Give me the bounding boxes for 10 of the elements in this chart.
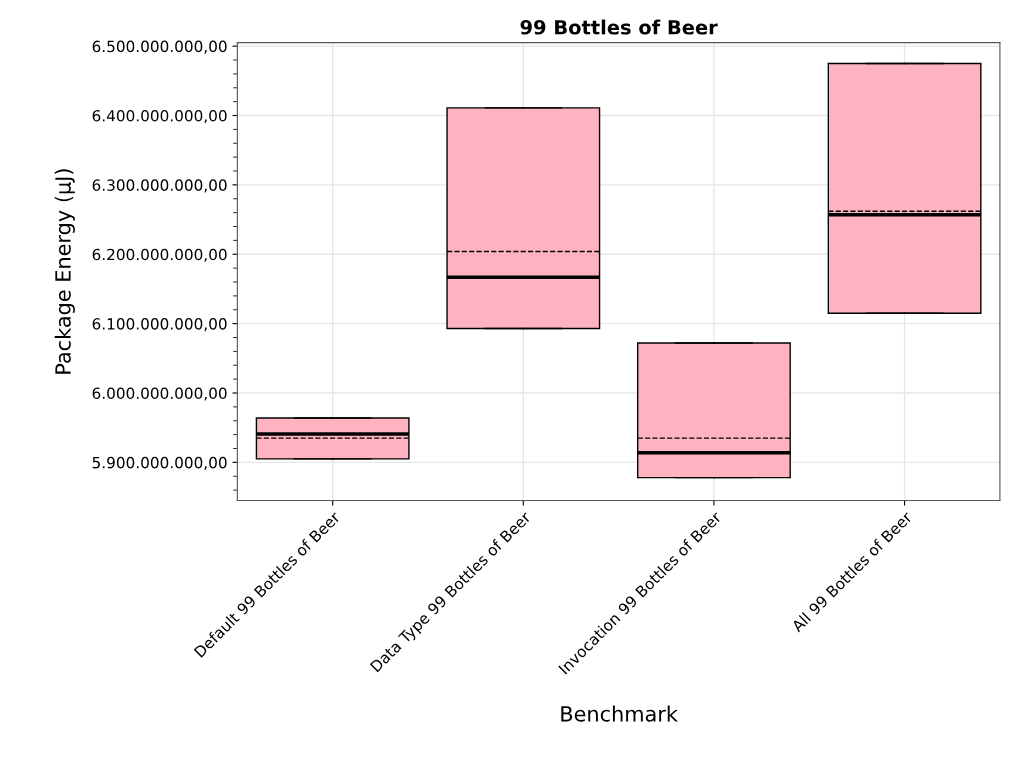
chart-title: 99 Bottles of Beer [520,19,718,35]
y-tick-label: 6.300.000.000,00 [92,179,227,193]
y-tick-label: 6.200.000.000,00 [92,248,227,262]
y-tick-label: 6.500.000.000,00 [92,40,227,54]
x-axis-title: Benchmark [561,705,678,722]
y-tick-label: 6.000.000.000,00 [92,387,227,401]
y-tick-label: 6.400.000.000,00 [92,109,227,124]
y-axis-title: Package Energy (µJ) [54,169,75,374]
y-tick-label: 6.100.000.000,00 [92,318,227,332]
y-tick-label: 5.900.000.000,00 [92,456,227,470]
